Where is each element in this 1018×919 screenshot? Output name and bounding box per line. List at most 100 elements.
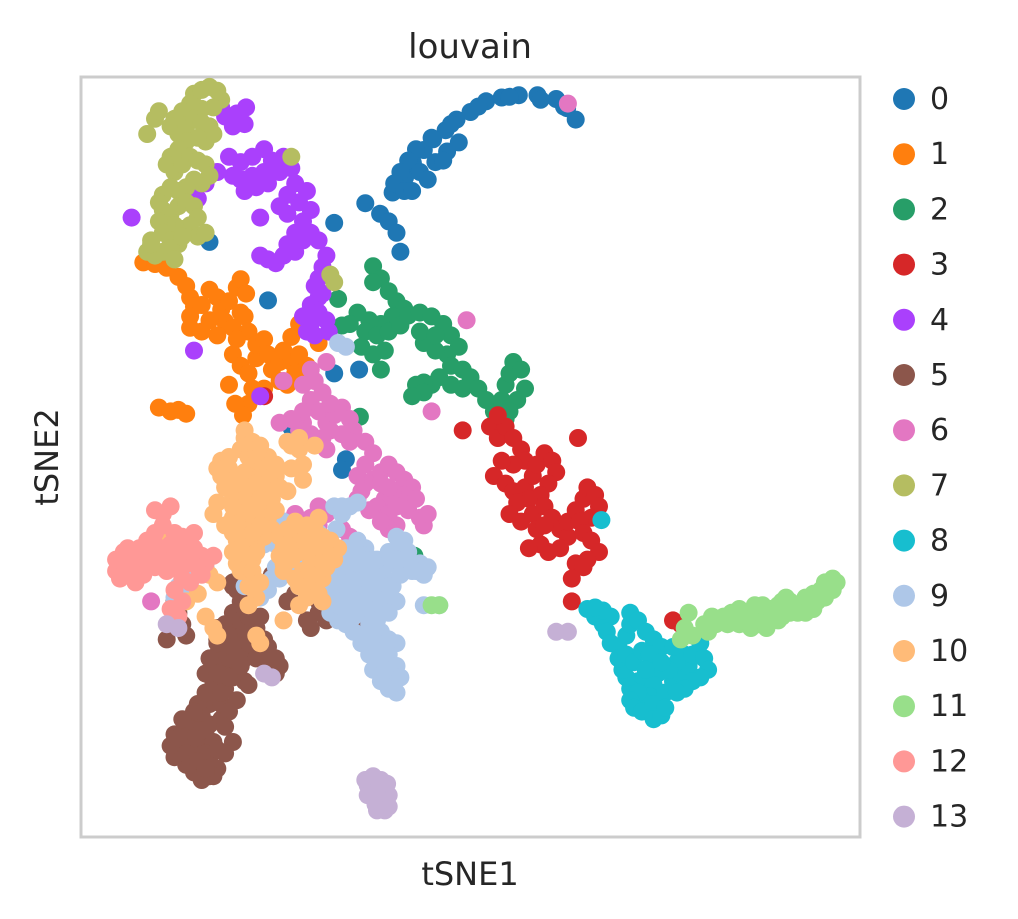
- legend-label-9: 9: [930, 579, 949, 614]
- legend-marker-10: [893, 640, 915, 662]
- point-10-70: [247, 626, 266, 645]
- point-10-112: [309, 508, 328, 527]
- point-9-120: [333, 497, 351, 516]
- legend-item-13: 13: [893, 800, 968, 835]
- point-12-23: [111, 569, 129, 588]
- point-5-78: [216, 744, 235, 763]
- point-0-21: [442, 115, 460, 134]
- point-9-99: [360, 615, 379, 634]
- point-0-34: [403, 182, 422, 200]
- point-13-25: [558, 622, 577, 641]
- legend-item-5: 5: [893, 358, 949, 393]
- point-10-98: [239, 546, 258, 565]
- point-9-131: [387, 550, 406, 569]
- series-12: [107, 497, 223, 626]
- point-10-128: [290, 429, 309, 447]
- point-7-63: [321, 265, 340, 284]
- legend-marker-12: [893, 750, 915, 773]
- point-10-132: [270, 546, 289, 565]
- point-2-52: [352, 337, 371, 356]
- point-1-28: [239, 364, 258, 383]
- point-3-8: [492, 451, 511, 470]
- point-3-48: [574, 558, 593, 577]
- point-12-44: [146, 501, 164, 520]
- point-6-51: [313, 383, 332, 402]
- x-axis-label: tSNE1: [421, 855, 518, 893]
- point-7-59: [196, 223, 215, 242]
- point-3-47: [562, 569, 581, 588]
- point-11-41: [741, 619, 760, 637]
- point-0-44: [333, 460, 351, 479]
- legend-label-10: 10: [930, 634, 968, 669]
- point-7-64: [142, 231, 161, 250]
- point-4-61: [237, 98, 256, 117]
- point-8-52: [586, 598, 605, 617]
- legend-label-2: 2: [930, 192, 949, 227]
- point-1-14: [231, 270, 250, 289]
- point-1-12: [220, 292, 238, 311]
- legend-label-11: 11: [930, 689, 968, 724]
- point-5-61: [239, 676, 258, 694]
- point-9-97: [391, 668, 410, 687]
- point-9-64: [336, 337, 355, 356]
- point-10-123: [251, 573, 270, 592]
- point-0-42: [350, 360, 369, 379]
- point-11-44: [753, 596, 772, 615]
- point-11-49: [823, 569, 842, 588]
- point-11-35: [730, 600, 749, 618]
- point-10-126: [208, 626, 227, 645]
- point-9-126: [379, 577, 398, 596]
- point-5-97: [185, 729, 203, 748]
- point-1-20: [192, 322, 211, 341]
- series-13: [157, 615, 577, 820]
- point-1-31: [255, 330, 274, 349]
- legend-item-12: 12: [893, 744, 968, 779]
- point-8-50: [667, 683, 686, 702]
- point-9-3: [348, 493, 367, 512]
- point-7-61: [282, 147, 301, 166]
- point-1-23: [235, 307, 254, 326]
- point-10-129: [305, 436, 324, 455]
- legend-item-9: 9: [893, 579, 949, 614]
- point-6-74: [558, 94, 577, 113]
- chart-title: louvain: [408, 27, 532, 67]
- point-4-57: [317, 246, 336, 265]
- point-2-53: [329, 289, 348, 308]
- point-0-32: [418, 170, 437, 189]
- point-7-65: [165, 250, 184, 269]
- point-1-48: [177, 404, 196, 423]
- point-10-85: [278, 482, 297, 501]
- point-10-111: [305, 535, 324, 554]
- legend-label-13: 13: [930, 800, 968, 835]
- point-10-73: [239, 596, 258, 615]
- point-10-118: [274, 611, 293, 630]
- point-12-41: [161, 600, 180, 618]
- point-10-130: [294, 455, 312, 474]
- legend-label-12: 12: [930, 744, 968, 779]
- legend-marker-6: [893, 419, 915, 442]
- point-0-19: [500, 87, 519, 106]
- legend-label-5: 5: [930, 358, 949, 393]
- point-10-33: [204, 505, 223, 523]
- point-6-52: [274, 372, 293, 390]
- legend-label-8: 8: [930, 524, 949, 559]
- point-10-114: [278, 520, 297, 539]
- point-6-55: [270, 413, 289, 432]
- point-10-102: [220, 448, 238, 466]
- point-0-22: [422, 128, 441, 147]
- point-4-44: [251, 208, 270, 227]
- point-4-22: [278, 204, 297, 223]
- point-10-100: [251, 516, 270, 535]
- point-6-18: [340, 432, 359, 451]
- point-7-55: [138, 125, 157, 143]
- point-5-83: [200, 649, 219, 668]
- point-5-93: [157, 630, 176, 649]
- point-10-117: [301, 565, 320, 584]
- point-11-43: [769, 611, 788, 630]
- legend-marker-8: [893, 529, 915, 552]
- point-1-43: [226, 394, 245, 413]
- point-4-4: [235, 115, 254, 134]
- legend-marker-3: [893, 253, 915, 276]
- legend-marker-13: [893, 805, 915, 828]
